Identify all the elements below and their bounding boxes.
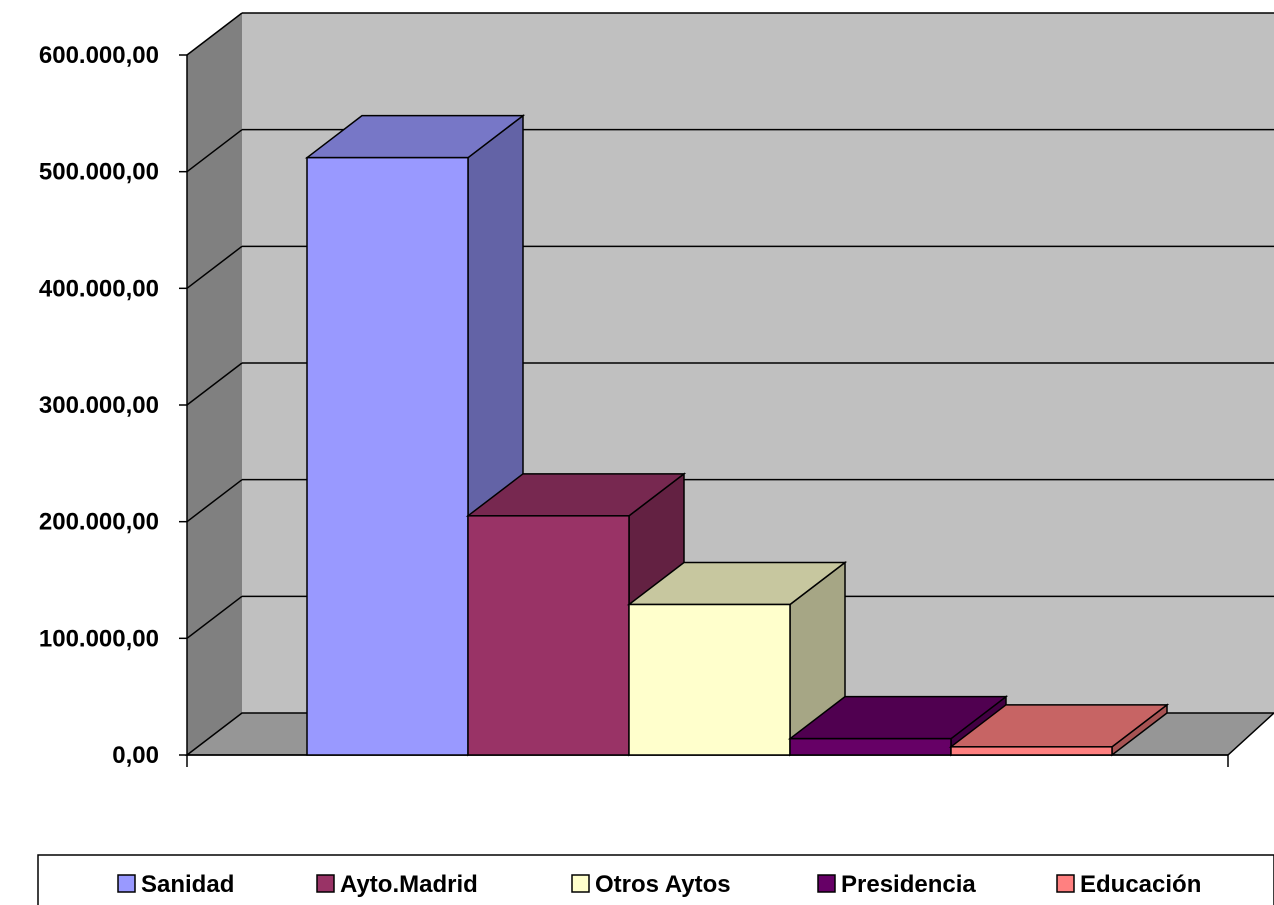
y-axis: 0,00 100.000,00 200.000,00 300.000,00 400.00… bbox=[39, 42, 1229, 769]
y-tick-label: 100.000,00 bbox=[39, 625, 159, 652]
legend-swatch bbox=[817, 874, 836, 893]
y-tick-label: 600.000,00 bbox=[39, 42, 159, 69]
gridline-diagonal bbox=[186, 362, 243, 406]
bar bbox=[948, 703, 1170, 757]
legend-swatch bbox=[1056, 874, 1075, 893]
legend-swatch bbox=[117, 874, 136, 893]
legend-label: Ayto.Madrid bbox=[340, 871, 478, 898]
bar-front bbox=[950, 746, 1113, 756]
bars bbox=[304, 114, 1170, 757]
legend-item: Presidencia bbox=[817, 871, 976, 898]
gridline-diagonal bbox=[186, 595, 243, 639]
y-tick-label: 400.000,00 bbox=[39, 275, 159, 302]
bar bbox=[304, 114, 526, 757]
y-tick-label: 500.000,00 bbox=[39, 159, 159, 186]
legend: Sanidad Ayto.Madrid Otros Aytos Presidencia… bbox=[37, 854, 1274, 905]
y-tick-label: 200.000,00 bbox=[39, 509, 159, 536]
legend-item: Educación bbox=[1056, 871, 1201, 898]
legend-item: Sanidad bbox=[117, 871, 234, 898]
bar-front bbox=[467, 515, 630, 756]
legend-item: Ayto.Madrid bbox=[316, 871, 478, 898]
gridline-diagonal bbox=[186, 129, 243, 173]
legend-item: Otros Aytos bbox=[571, 871, 731, 898]
gridline-diagonal bbox=[186, 479, 243, 523]
legend-swatch bbox=[571, 874, 590, 893]
gridline-diagonal bbox=[186, 245, 243, 289]
bar-front bbox=[628, 603, 791, 756]
gridline-diagonal bbox=[186, 12, 243, 56]
bar-front bbox=[306, 156, 469, 756]
legend-label: Presidencia bbox=[841, 871, 976, 898]
legend-label: Otros Aytos bbox=[595, 871, 731, 898]
legend-label: Educación bbox=[1080, 871, 1201, 898]
legend-swatch bbox=[316, 874, 335, 893]
y-tick-label: 0,00 bbox=[112, 742, 159, 769]
bar-front bbox=[789, 737, 952, 756]
legend-label: Sanidad bbox=[141, 871, 234, 898]
y-tick-label: 300.000,00 bbox=[39, 392, 159, 419]
